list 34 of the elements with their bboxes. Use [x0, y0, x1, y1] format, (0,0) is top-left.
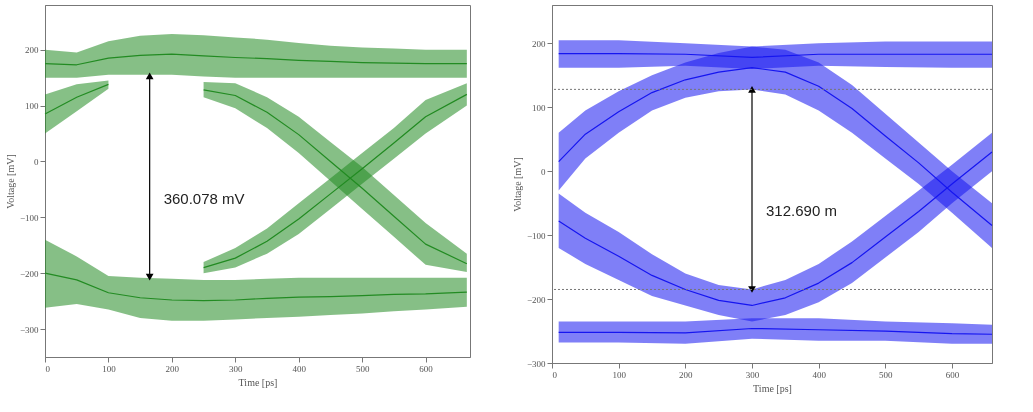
x-axis-title: Time [ps] [753, 382, 792, 394]
y-tick-label: 200 [25, 45, 39, 56]
x-tick-label: 200 [679, 369, 694, 380]
y-tick-label: 200 [532, 38, 546, 49]
y-tick-label: 100 [532, 102, 546, 113]
x-tick-label: 600 [945, 369, 960, 380]
y-tick-label: 100 [25, 101, 39, 112]
y-tick-label: −100 [19, 212, 39, 223]
y-tick-label: 0 [541, 166, 546, 177]
y-tick-label: −200 [19, 268, 39, 279]
x-tick-label: 100 [612, 369, 627, 380]
x-tick-label: 300 [745, 369, 760, 380]
x-tick-label: 400 [812, 369, 827, 380]
x-tick-label: 500 [879, 369, 894, 380]
x-tick-label: 600 [419, 363, 434, 374]
x-tick-label: 200 [165, 363, 180, 374]
y-tick-label: −100 [526, 230, 546, 241]
y-axis-title: Voltage [mV] [511, 157, 523, 212]
y-tick-label: −300 [19, 324, 39, 335]
x-tick-label: 0 [552, 369, 558, 380]
line-series [44, 53, 468, 66]
x-tick-label: 0 [45, 363, 51, 374]
x-tick-label: 400 [292, 363, 307, 374]
y-tick-label: −200 [526, 294, 546, 305]
y-tick-label: −300 [526, 358, 546, 369]
x-tick-label: 300 [229, 363, 244, 374]
x-tick-label: 100 [102, 363, 117, 374]
y-tick-label: 0 [34, 156, 39, 167]
line-series [44, 272, 468, 302]
y-axis-title: Voltage [mV] [4, 154, 16, 209]
x-axis-title: Time [ps] [238, 376, 278, 388]
annotation: 360.078 mV [163, 189, 245, 207]
x-tick-label: 500 [355, 363, 370, 374]
annotation: 312.690 m [766, 202, 837, 220]
